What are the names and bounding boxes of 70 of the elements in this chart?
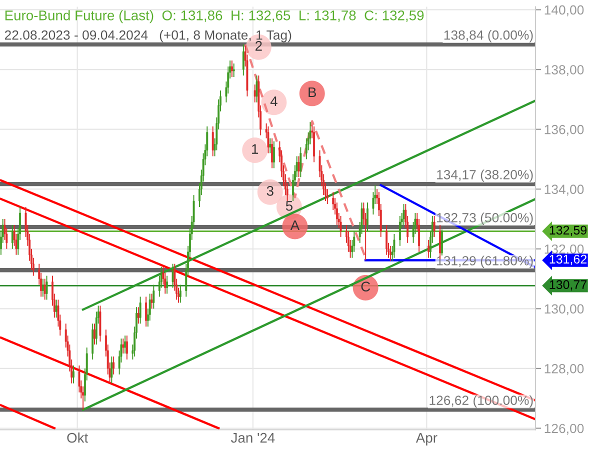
candlestick [232,63,235,78]
candlestick [433,216,436,238]
annotation: 131,62 [550,254,586,266]
candlestick [272,140,275,169]
chart-title: Euro-Bund Future (Last) O: 131,86 H: 132,65 L: 131,78 C: 132,59 [5,10,424,24]
candlestick [313,126,316,163]
candlestick [256,75,258,103]
candlestick [340,216,342,238]
candlestick [152,284,155,310]
y-tick-label: 126,00 [544,424,584,435]
ref-line-label: 132,73 (50.00%) [437,212,533,225]
ref-line-label: 134,17 (38.20%) [437,170,533,182]
x-tick-label: Jan '24 [230,432,275,443]
candlestick [336,202,338,226]
candlestick [393,233,396,258]
annotation: A [290,220,300,230]
candlestick [428,239,430,258]
candlestick [42,278,44,298]
text: 22.08.2023 - 09.04.2024 (+01, 8 Monate, 1 Tag) [4,30,292,42]
candlestick [166,275,168,294]
candlestick [110,356,113,384]
annotation: 130,77 [550,280,586,290]
y-tick-label: 128,00 [544,364,584,375]
y-tick-label: 138,00 [544,65,584,76]
candlestick [46,275,48,300]
y-tick-label: 130,00 [544,304,584,316]
candlestick [267,126,270,154]
candlestick [92,323,94,360]
candlestick [230,60,233,78]
candlestick [72,364,74,384]
candlestick [402,204,405,226]
ref-line-label: 126,62 (100.00%) [430,395,533,408]
candlestick [94,323,96,346]
annotation: 3 [266,186,274,196]
candlestick [112,356,115,375]
candlestick [212,126,214,157]
candlestick [55,299,58,318]
annotation: C [361,282,370,292]
candlestick [271,138,274,169]
candlestick [269,138,272,154]
y-tick-label: 134,00 [544,184,584,196]
candlestick [366,202,368,232]
candlestick [300,146,302,178]
candlestick [298,156,300,178]
candlestick [386,224,388,256]
annotation: 132,59 [550,226,587,236]
y-tick-label: 132,00 [544,244,584,256]
candlestick [124,335,126,354]
candlestick [145,296,148,328]
candlestick [126,335,128,360]
candlestick [99,305,102,342]
y-tick-label: 140,00 [544,5,584,16]
ref-line-label: 131,29 (61.80%) [437,256,533,268]
candlestick [172,263,174,288]
ref-line-label: 138,84 (0.00%) [444,30,533,42]
candlestick [332,192,334,211]
candlestick [179,284,182,304]
annotation: 1 [252,144,258,154]
candlestick [440,228,443,256]
candlestick [150,293,153,310]
x-tick-label: Apr [416,433,438,446]
x-tick-label: Okt [67,432,88,443]
candlestick [122,338,124,354]
annotation: B [308,87,316,98]
annotation: 4 [270,96,278,106]
candlestick [242,44,244,76]
annotation: 5 [286,201,293,211]
annotation: 2 [256,41,262,51]
candlestick [398,216,401,246]
y-tick-label: 136,00 [544,124,584,136]
